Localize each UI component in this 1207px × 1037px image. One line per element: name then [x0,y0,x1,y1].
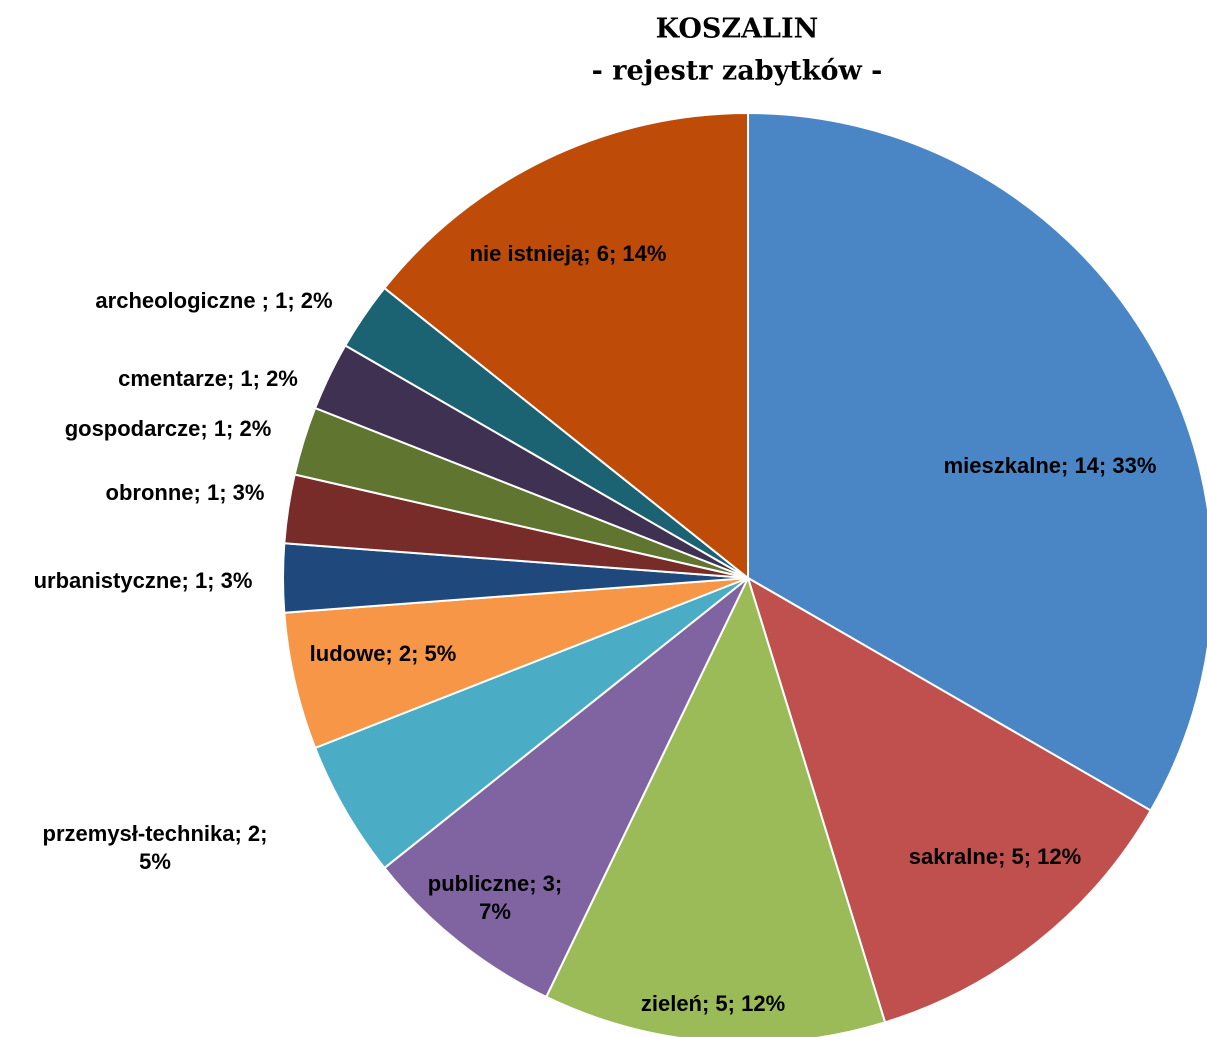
pie-slice [747,111,1207,812]
data-label: urbanistyczne; 1; 3% [34,568,253,593]
chart-subtitle: - rejestr zabytków - [592,56,883,87]
data-label: przemysł-technika; 2; [43,821,268,846]
data-label: cmentarze; 1; 2% [118,366,298,391]
data-label: publiczne; 3; [428,871,562,896]
data-label: archeologiczne ; 1; 2% [95,288,332,313]
data-label: zieleń; 5; 12% [641,991,785,1016]
data-label: gospodarcze; 1; 2% [65,416,272,441]
pie-slice [746,575,1153,1024]
data-label: ludowe; 2; 5% [310,641,457,666]
data-label: sakralne; 5; 12% [909,844,1081,869]
chart-title: KOSZALIN [656,14,819,45]
pie-slice [383,577,749,999]
pie-slice [544,575,887,1037]
data-label: 5% [139,849,171,874]
data-label: obronne; 1; 3% [106,480,265,505]
data-label: mieszkalne; 14; 33% [944,453,1157,478]
data-label: nie istnieją; 6; 14% [470,241,667,266]
pie-slice [383,111,749,581]
data-label: 7% [479,899,511,924]
